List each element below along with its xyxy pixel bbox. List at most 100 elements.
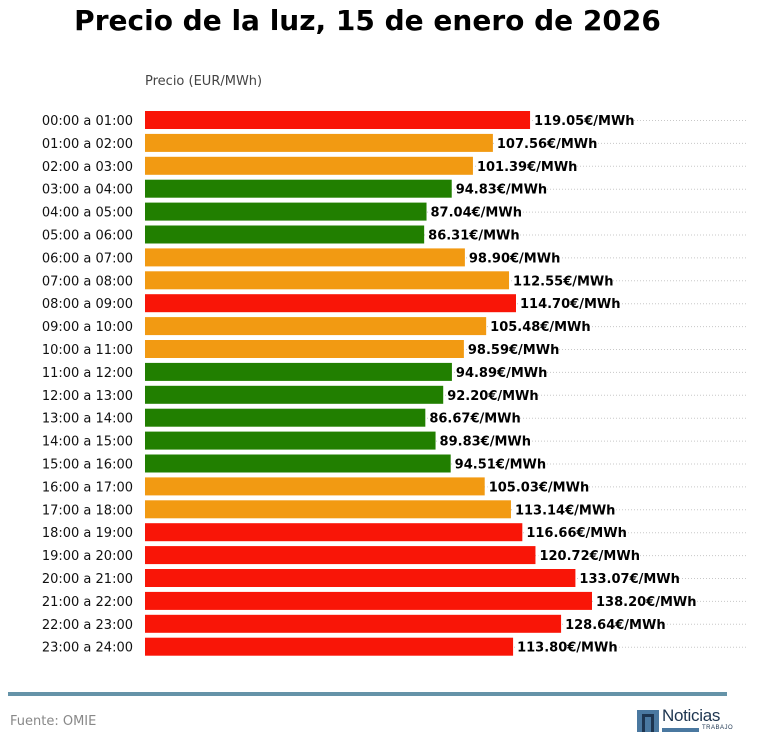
value-label: 107.56€/MWh [497,137,598,152]
bar-mid [145,271,510,290]
bar-low [145,202,427,221]
value-label: 94.51€/MWh [455,458,546,473]
bar-low [145,454,451,473]
value-label: 94.89€/MWh [456,366,547,381]
value-label: 116.66€/MWh [526,526,627,541]
value-label-bg [429,203,516,220]
logo-subtext: TRABAJO [702,725,734,731]
value-label-bg [427,226,514,243]
value-label-bg [489,318,584,335]
value-label-bg [564,615,659,632]
value-label-bg [467,249,554,266]
category-label: 05:00 a 06:00 [42,229,133,244]
value-label: 112.55€/MWh [513,274,614,289]
value-label: 98.59€/MWh [468,343,559,358]
category-label: 04:00 a 05:00 [42,206,133,221]
value-label: 133.07€/MWh [579,572,680,587]
category-label: 20:00 a 21:00 [42,572,133,587]
category-label: 12:00 a 13:00 [42,389,133,404]
value-label: 105.03€/MWh [489,480,589,495]
bar-mid [145,500,511,519]
category-label: 17:00 a 18:00 [42,503,133,518]
category-label: 18:00 a 19:00 [42,526,133,541]
category-label: 23:00 a 24:00 [42,641,133,656]
chart-title: Precio de la luz, 15 de enero de 2026 [74,4,661,37]
category-label: 03:00 a 04:00 [42,183,133,198]
value-label-bg [525,524,620,541]
value-label-bg [513,501,609,518]
brand-logo: Noticias TRABAJO [637,706,733,735]
category-label: 02:00 a 03:00 [42,160,133,175]
bar-high [145,523,523,542]
value-label-bg [446,386,533,403]
value-label-bg [438,432,525,449]
value-label-bg [495,134,591,151]
value-label-bg [466,341,553,357]
category-label: 09:00 a 10:00 [42,320,133,335]
bar-high [145,111,531,129]
value-label-bg [578,570,674,586]
value-label: 113.14€/MWh [515,503,616,518]
bar-low [145,408,426,427]
x-axis-label: Precio (EUR/MWh) [145,74,263,89]
category-label: 14:00 a 15:00 [42,435,133,450]
category-label: 15:00 a 16:00 [42,458,133,473]
bar-chart: 00:00 a 01:00 119.05€/MWh 01:00 a 02:00 107… [42,111,748,656]
bar-mid [145,156,473,175]
footer-divider [8,692,727,696]
category-label: 01:00 a 02:00 [42,137,133,152]
value-label-bg [533,112,628,128]
source-note: Fuente: OMIE [10,714,97,729]
value-label-bg [516,638,611,655]
category-label: 06:00 a 07:00 [42,251,133,266]
value-label: 86.31€/MWh [428,229,519,244]
value-label: 114.70€/MWh [520,297,621,312]
value-label: 113.80€/MWh [517,641,618,656]
value-label-bg [475,157,571,174]
bar-high [145,591,592,610]
category-label: 13:00 a 14:00 [42,412,133,427]
value-label: 87.04€/MWh [431,206,522,221]
bar-high [145,637,514,656]
value-label: 128.64€/MWh [565,618,666,633]
value-label: 138.20€/MWh [596,595,697,610]
value-label-bg [453,455,540,472]
logo-underline [662,728,699,732]
value-label: 105.48€/MWh [490,320,591,335]
bar-high [145,569,576,587]
bar-low [145,362,452,381]
value-label-bg [487,478,583,495]
category-label: 07:00 a 08:00 [42,274,133,289]
bar-mid [145,133,493,152]
value-label: 94.83€/MWh [456,183,547,198]
value-label: 120.72€/MWh [539,549,640,564]
value-label: 119.05€/MWh [534,114,635,129]
bar-mid [145,317,487,336]
value-label: 92.20€/MWh [447,389,538,404]
category-label: 08:00 a 09:00 [42,297,133,312]
category-label: 00:00 a 01:00 [42,114,133,129]
logo-n-icon [637,710,659,732]
bar-high [145,614,562,633]
bar-high [145,546,536,565]
value-label-bg [454,363,541,380]
value-label-bg [538,547,634,564]
value-label-bg [428,409,515,426]
bar-high [145,294,516,313]
value-label-bg [454,180,541,197]
category-label: 11:00 a 12:00 [42,366,133,381]
value-label: 86.67€/MWh [429,412,520,427]
value-label: 89.83€/MWh [440,435,531,450]
bar-low [145,431,436,450]
category-label: 10:00 a 11:00 [42,343,133,358]
bar-mid [145,477,485,496]
value-label: 98.90€/MWh [469,251,560,266]
value-label-bg [518,295,614,312]
bar-low [145,225,425,244]
value-label: 101.39€/MWh [477,160,578,175]
bar-mid [145,340,464,358]
category-label: 19:00 a 20:00 [42,549,133,564]
bar-low [145,179,452,198]
value-label-bg [512,272,607,289]
category-label: 22:00 a 23:00 [42,618,133,633]
